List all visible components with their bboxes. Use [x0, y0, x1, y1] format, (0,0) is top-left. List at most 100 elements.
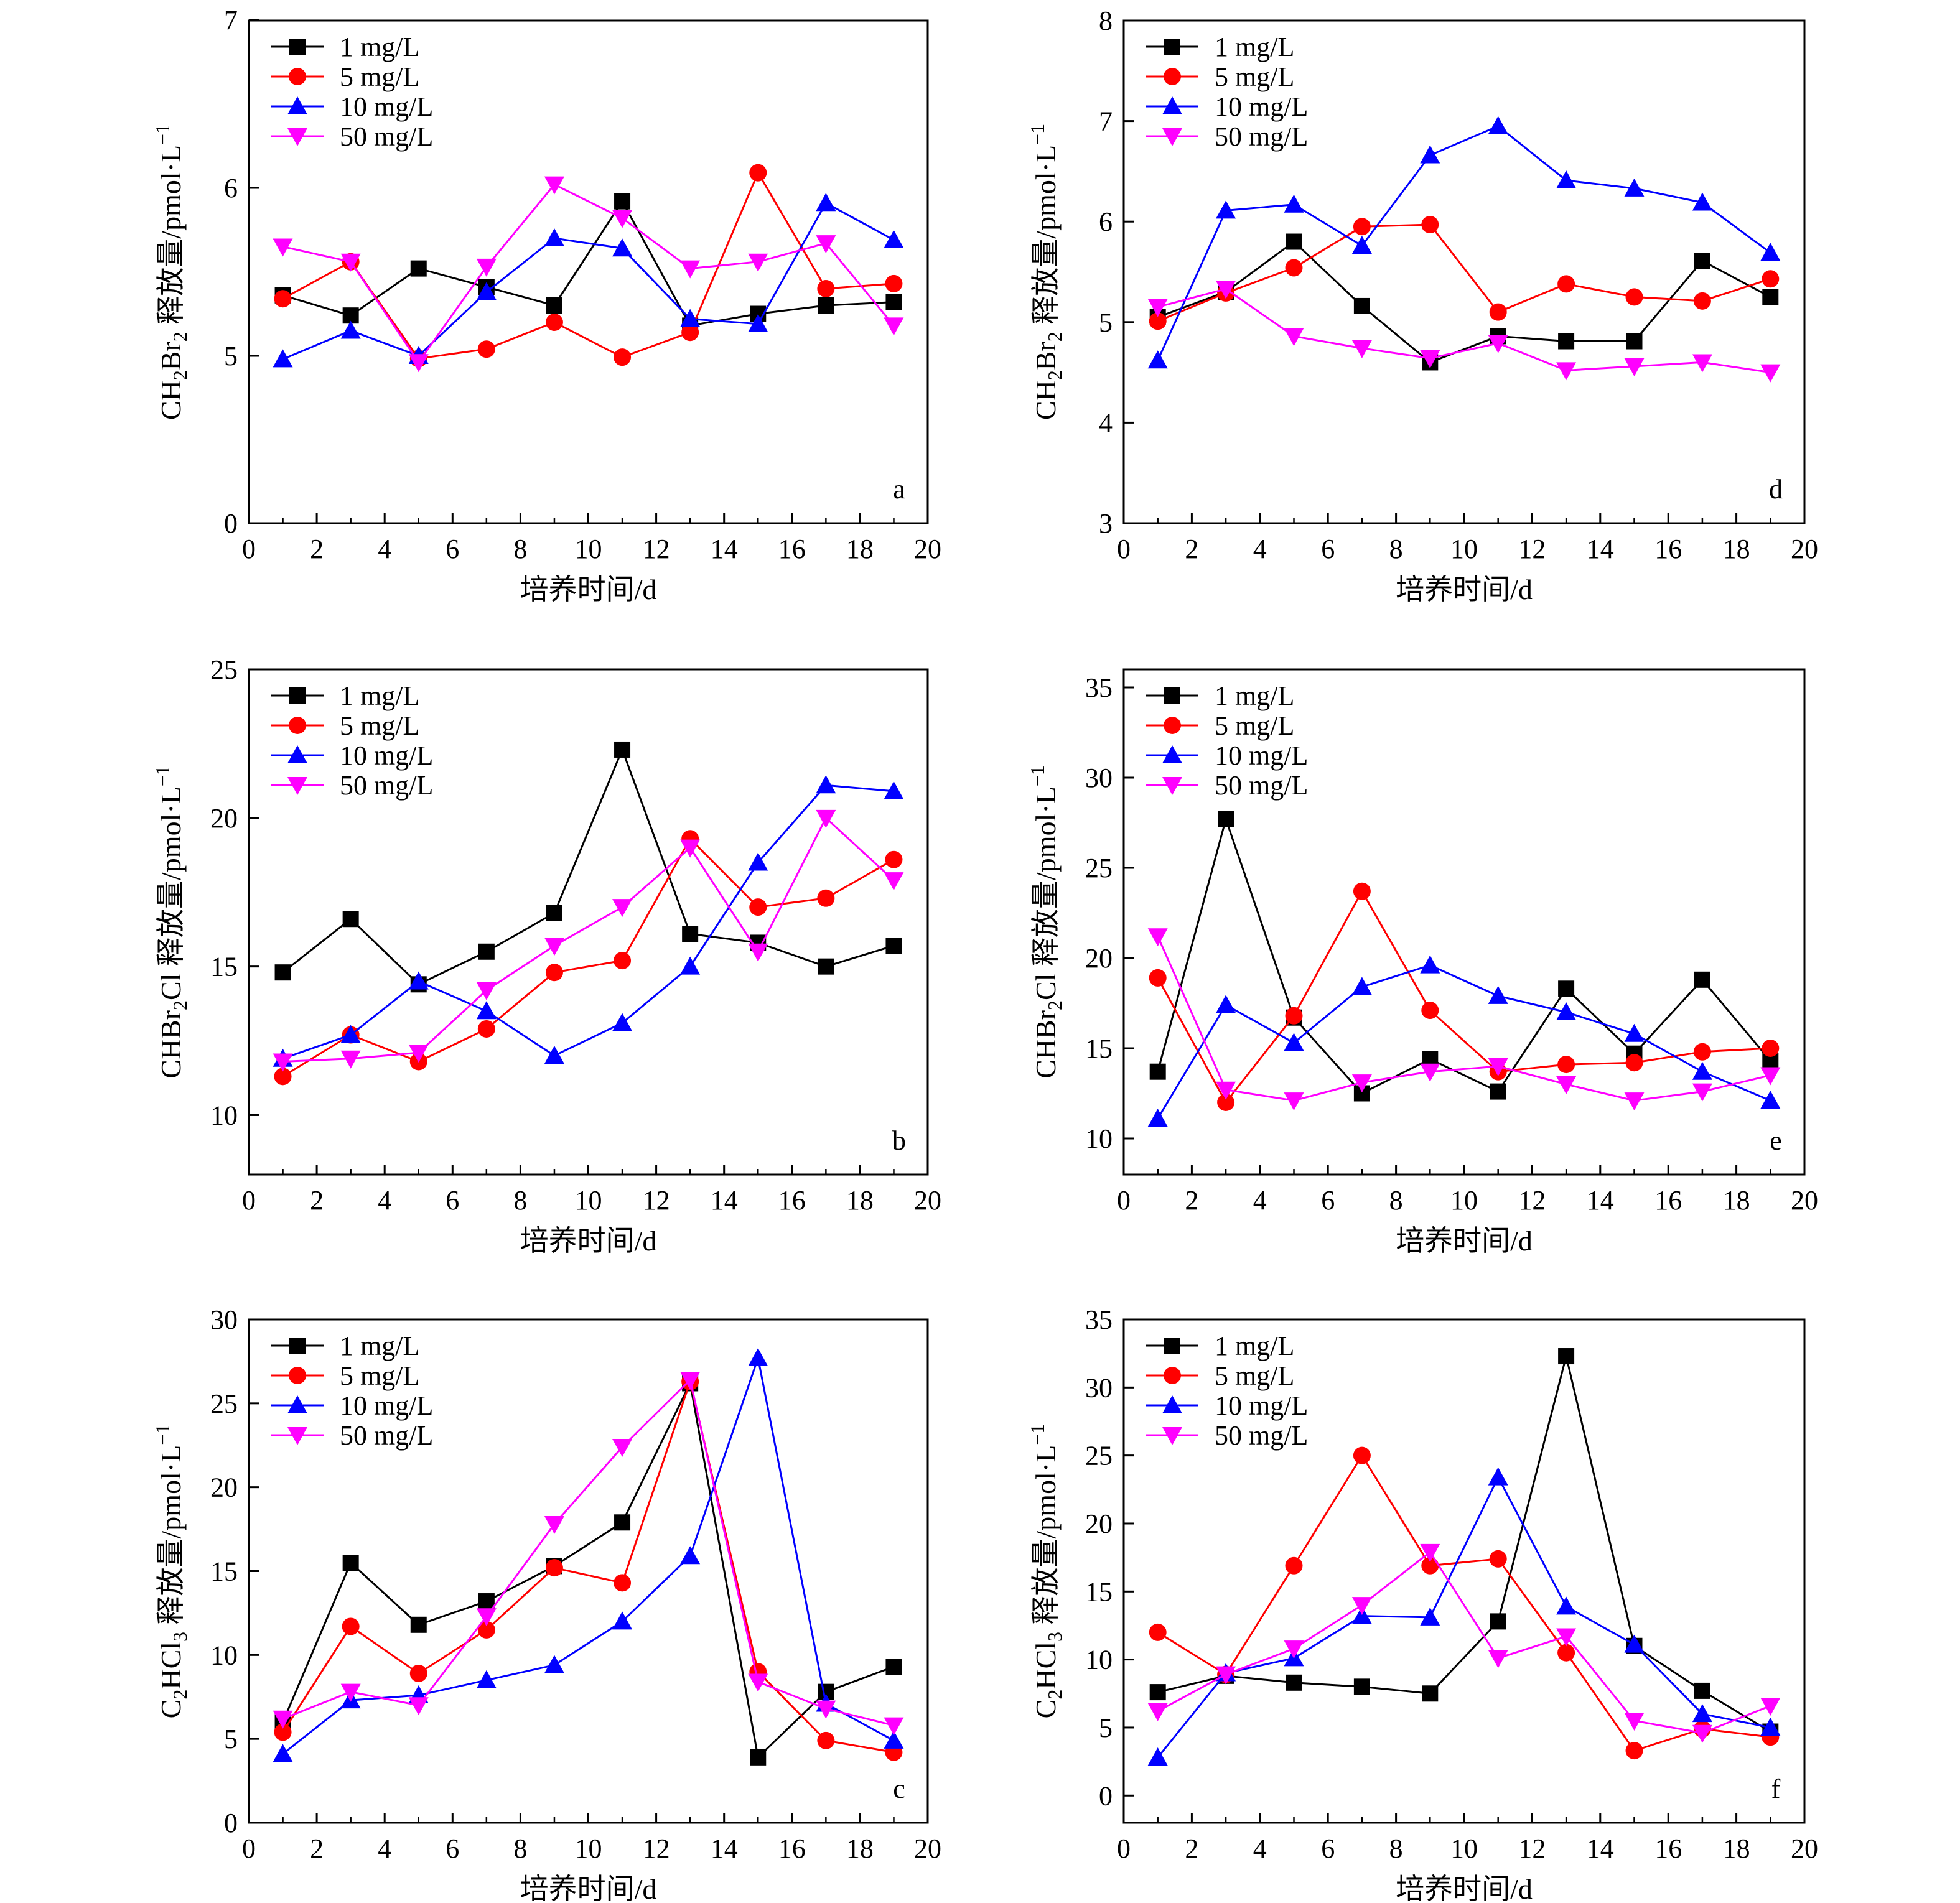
y-tick-label: 8	[1099, 6, 1113, 36]
data-point	[478, 943, 495, 960]
series-line-2	[282, 837, 895, 1077]
data-point	[748, 1348, 768, 1367]
data-point	[884, 230, 904, 248]
legend-entry: 5 mg/L	[340, 1361, 419, 1391]
y-axis-title-part: −1	[151, 124, 174, 145]
y-tick-label: 20	[210, 803, 238, 834]
y-tick-label: 4	[1099, 407, 1113, 438]
x-tick-label: 10	[1450, 1833, 1478, 1864]
x-tick-label: 0	[242, 1833, 256, 1864]
data-point	[1625, 1054, 1643, 1072]
data-point	[1351, 1597, 1372, 1616]
data-point	[1556, 362, 1577, 381]
data-point	[340, 253, 361, 272]
data-point	[612, 1013, 633, 1031]
data-point	[340, 1683, 361, 1702]
data-point	[614, 1514, 631, 1531]
x-tick-label: 16	[1654, 1185, 1682, 1216]
data-point	[410, 260, 427, 277]
x-tick-label: 0	[242, 534, 256, 564]
data-point	[1351, 340, 1372, 358]
y-axis-title: CHBr2Cl 释放量/pmol·L−1	[1026, 765, 1066, 1079]
y-tick-label: 30	[210, 1305, 238, 1335]
x-tick-label: 18	[846, 1185, 874, 1216]
x-tick-label: 12	[1518, 534, 1546, 564]
legend-marker	[287, 745, 307, 763]
x-axis-title: 培养时间/d	[1396, 1873, 1533, 1903]
y-axis-title-part: 2	[169, 1690, 191, 1700]
data-point	[1351, 977, 1372, 995]
data-point	[1149, 969, 1167, 987]
y-axis-title-part: 释放量/pmol·L	[1030, 786, 1062, 973]
data-point	[1556, 170, 1577, 188]
x-tick-label: 14	[711, 1833, 738, 1864]
x-tick-label: 14	[711, 1185, 738, 1216]
data-point	[1420, 1543, 1440, 1562]
y-tick-label: 5	[224, 341, 238, 371]
x-tick-label: 4	[1253, 1833, 1267, 1864]
y-tick-label: 10	[1085, 1124, 1113, 1154]
legend-marker	[289, 39, 306, 55]
data-point	[476, 282, 497, 300]
data-point	[1693, 292, 1711, 310]
x-tick-label: 16	[778, 1185, 806, 1216]
series-line-4	[282, 816, 895, 1063]
y-axis-title-part: 2	[1043, 370, 1066, 380]
data-point	[1149, 1623, 1167, 1641]
data-point	[1286, 233, 1302, 250]
panel-label: b	[892, 1125, 906, 1156]
data-point	[749, 164, 767, 182]
data-point	[1147, 299, 1168, 317]
data-point	[680, 839, 701, 858]
data-point	[1420, 1607, 1440, 1626]
y-tick-label: 0	[224, 1808, 238, 1838]
y-axis-title-part: −1	[151, 765, 174, 786]
data-point	[1353, 882, 1371, 900]
x-tick-label: 14	[1587, 1185, 1614, 1216]
data-point	[544, 1655, 564, 1673]
series-line-3	[1157, 964, 1771, 1119]
data-point	[680, 260, 701, 279]
y-axis-title-part: HCl	[1030, 1642, 1062, 1690]
data-point	[1285, 1556, 1303, 1575]
legend-entry: 1 mg/L	[1215, 32, 1294, 62]
data-point	[1149, 1684, 1166, 1701]
series-line-4	[282, 183, 895, 364]
data-point	[612, 1611, 633, 1630]
data-point	[1351, 1074, 1372, 1093]
x-tick-label: 2	[1185, 1185, 1198, 1216]
y-axis-title-part: 2	[169, 1000, 191, 1010]
legend-entry: 10 mg/L	[340, 740, 433, 771]
data-point	[1488, 985, 1508, 1004]
data-point	[885, 1659, 902, 1675]
data-point	[1147, 350, 1168, 369]
y-axis-title-part: CHBr	[155, 1010, 187, 1079]
legend-entry: 10 mg/L	[340, 1390, 433, 1421]
series-line-3	[1157, 124, 1771, 361]
x-tick-label: 10	[575, 1185, 602, 1216]
data-point	[1353, 1678, 1370, 1695]
y-tick-label: 20	[1085, 1509, 1113, 1539]
data-point	[818, 958, 834, 975]
data-point	[680, 1546, 701, 1565]
data-point	[476, 258, 497, 277]
data-point	[1147, 928, 1168, 947]
x-tick-label: 6	[446, 1833, 459, 1864]
y-axis-title-part: HCl	[155, 1642, 187, 1690]
y-tick-label: 20	[210, 1473, 238, 1503]
y-tick-label: 6	[224, 173, 238, 203]
data-point	[1488, 1058, 1508, 1076]
y-axis-title-part: 释放量/pmol·L	[155, 145, 187, 332]
legend-entry: 1 mg/L	[1215, 681, 1294, 711]
legend-entry: 5 mg/L	[340, 710, 419, 741]
data-point	[614, 741, 631, 758]
data-point	[1147, 1703, 1168, 1721]
data-point	[1760, 243, 1781, 261]
data-point	[1353, 218, 1371, 236]
data-point	[1147, 1109, 1168, 1127]
data-point	[408, 1697, 429, 1716]
data-point	[1216, 281, 1236, 299]
chart-panel-f: 0 2 4 6 8 10 12 14 16 18 2005101520253035培养时间/dC2H…	[1026, 1305, 1818, 1903]
data-point	[1692, 1061, 1712, 1080]
data-point	[884, 872, 904, 891]
